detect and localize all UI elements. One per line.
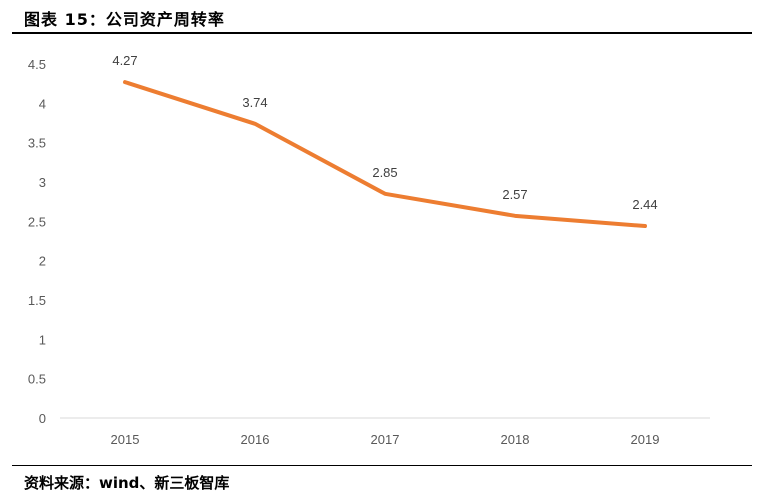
chart-title: 图表 15：公司资产周转率 — [24, 10, 225, 29]
y-tick-label: 1 — [39, 332, 46, 347]
y-tick-label: 1.5 — [28, 293, 46, 308]
x-axis: 2015 2016 2017 2018 2019 — [111, 432, 660, 447]
title-divider — [12, 32, 752, 34]
x-tick-label: 2019 — [631, 432, 660, 447]
y-axis: 0 0.5 1 1.5 2 2.5 3 3.5 4 4.5 — [28, 57, 46, 426]
y-tick-label: 3.5 — [28, 136, 46, 151]
source-note: 资料来源：wind、新三板智库 — [24, 474, 230, 492]
y-tick-label: 2 — [39, 254, 46, 269]
source-divider — [12, 465, 752, 466]
data-label: 2.44 — [632, 197, 657, 212]
y-tick-label: 0 — [39, 411, 46, 426]
series-line — [123, 80, 647, 229]
y-tick-label: 4 — [39, 96, 46, 111]
x-tick-label: 2015 — [111, 432, 140, 447]
data-label: 4.27 — [112, 53, 137, 68]
y-tick-label: 3 — [39, 175, 46, 190]
data-label: 2.57 — [502, 187, 527, 202]
data-label: 2.85 — [372, 165, 397, 180]
x-tick-label: 2016 — [241, 432, 270, 447]
x-tick-label: 2018 — [501, 432, 530, 447]
y-tick-label: 2.5 — [28, 214, 46, 229]
y-tick-label: 4.5 — [28, 57, 46, 72]
data-labels: 4.27 3.74 2.85 2.57 2.44 — [112, 53, 657, 212]
data-label: 3.74 — [242, 95, 267, 110]
y-tick-label: 0.5 — [28, 372, 46, 387]
x-tick-label: 2017 — [371, 432, 400, 447]
